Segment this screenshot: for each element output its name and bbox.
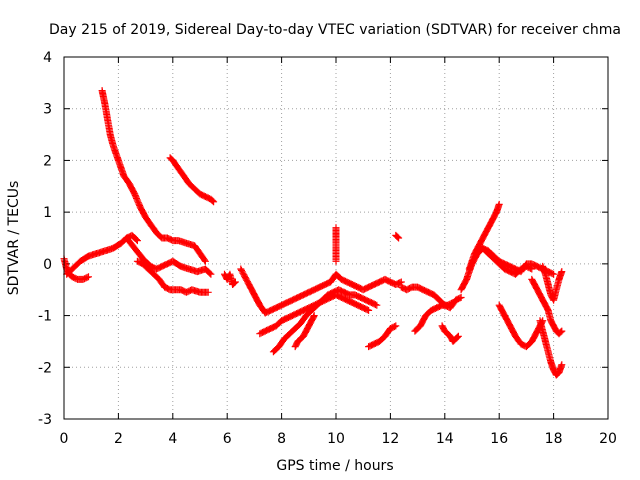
point-marker xyxy=(465,200,503,273)
x-tick-label: 12 xyxy=(381,431,399,447)
point-marker xyxy=(269,286,381,356)
x-tick-label: 0 xyxy=(60,431,69,447)
point-marker xyxy=(392,231,403,242)
series-trace-l xyxy=(332,224,340,265)
series-trace-d xyxy=(133,257,212,296)
series-trace-m xyxy=(365,322,400,351)
y-tick-label: -1 xyxy=(38,309,52,325)
x-tick-label: 2 xyxy=(114,431,123,447)
x-tick-label: 16 xyxy=(490,431,508,447)
point-marker xyxy=(479,244,536,278)
point-marker xyxy=(536,317,566,379)
y-tick-label: -2 xyxy=(38,360,52,376)
point-marker xyxy=(166,154,218,206)
series-trace-v xyxy=(528,275,566,338)
series-trace-w xyxy=(536,317,566,379)
point-marker xyxy=(237,265,405,317)
series-trace-h xyxy=(237,265,405,317)
point-marker xyxy=(98,87,209,265)
point-marker xyxy=(63,231,141,278)
point-marker xyxy=(365,322,400,351)
plot-frame xyxy=(63,56,609,420)
point-marker xyxy=(291,312,318,351)
series-trace-s xyxy=(465,200,503,273)
series-trace-p xyxy=(411,299,457,335)
y-tick-label: 4 xyxy=(43,50,52,66)
point-marker xyxy=(332,224,340,265)
series-trace-k xyxy=(291,312,318,351)
point-marker xyxy=(133,257,212,296)
y-axis-label: SDTVAR / TECUs xyxy=(6,181,22,296)
series-trace-g xyxy=(221,270,239,288)
series-trace-c xyxy=(98,87,209,265)
series-trace-n xyxy=(392,231,403,242)
point-marker xyxy=(438,322,462,345)
x-tick-label: 10 xyxy=(327,431,345,447)
y-tick-label: 3 xyxy=(43,102,52,118)
series-trace-q xyxy=(438,322,462,345)
point-marker xyxy=(123,234,215,278)
point-marker xyxy=(539,262,566,304)
x-tick-label: 8 xyxy=(277,431,286,447)
series-trace-b xyxy=(63,231,141,278)
chart-title: Day 215 of 2019, Sidereal Day-to-day VTE… xyxy=(49,22,621,38)
series-trace-x xyxy=(539,262,566,304)
series-trace-f xyxy=(166,154,218,206)
x-axis-label: GPS time / hours xyxy=(276,458,393,474)
y-tick-label: 1 xyxy=(43,205,52,221)
series-trace-e xyxy=(123,234,215,278)
series-trace-t xyxy=(479,244,536,278)
y-tick-label: -3 xyxy=(38,412,52,428)
series-trace-j xyxy=(269,286,381,356)
x-tick-label: 4 xyxy=(168,431,177,447)
x-tick-label: 14 xyxy=(436,431,454,447)
x-tick-label: 20 xyxy=(599,431,617,447)
point-marker xyxy=(221,270,239,288)
data-points xyxy=(60,87,566,379)
x-tick-label: 6 xyxy=(223,431,232,447)
x-tick-label: 18 xyxy=(545,431,563,447)
point-marker xyxy=(528,275,566,338)
y-tick-label: 2 xyxy=(43,153,52,169)
point-marker xyxy=(411,299,457,335)
y-tick-label: 0 xyxy=(43,257,52,273)
